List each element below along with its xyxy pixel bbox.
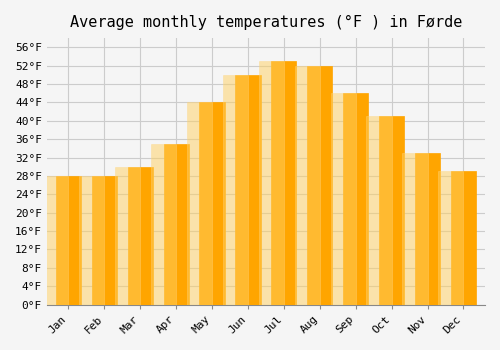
Bar [236,75,260,304]
Bar [343,93,368,304]
Bar [164,144,188,304]
Bar [330,93,355,304]
Bar [200,103,224,304]
Bar [366,116,392,304]
Title: Average monthly temperatures (°F ) in Førde: Average monthly temperatures (°F ) in Fø… [70,15,462,30]
Bar [56,176,81,304]
Bar [187,103,212,304]
Bar [128,167,153,304]
Bar [92,176,117,304]
Bar [438,172,464,304]
Bar [451,172,476,304]
Bar [415,153,440,304]
Bar [402,153,427,304]
Bar [294,66,320,304]
Bar [151,144,176,304]
Bar [223,75,248,304]
Bar [379,116,404,304]
Bar [307,66,332,304]
Bar [272,61,296,304]
Bar [44,176,68,304]
Bar [115,167,140,304]
Bar [79,176,104,304]
Bar [258,61,284,304]
